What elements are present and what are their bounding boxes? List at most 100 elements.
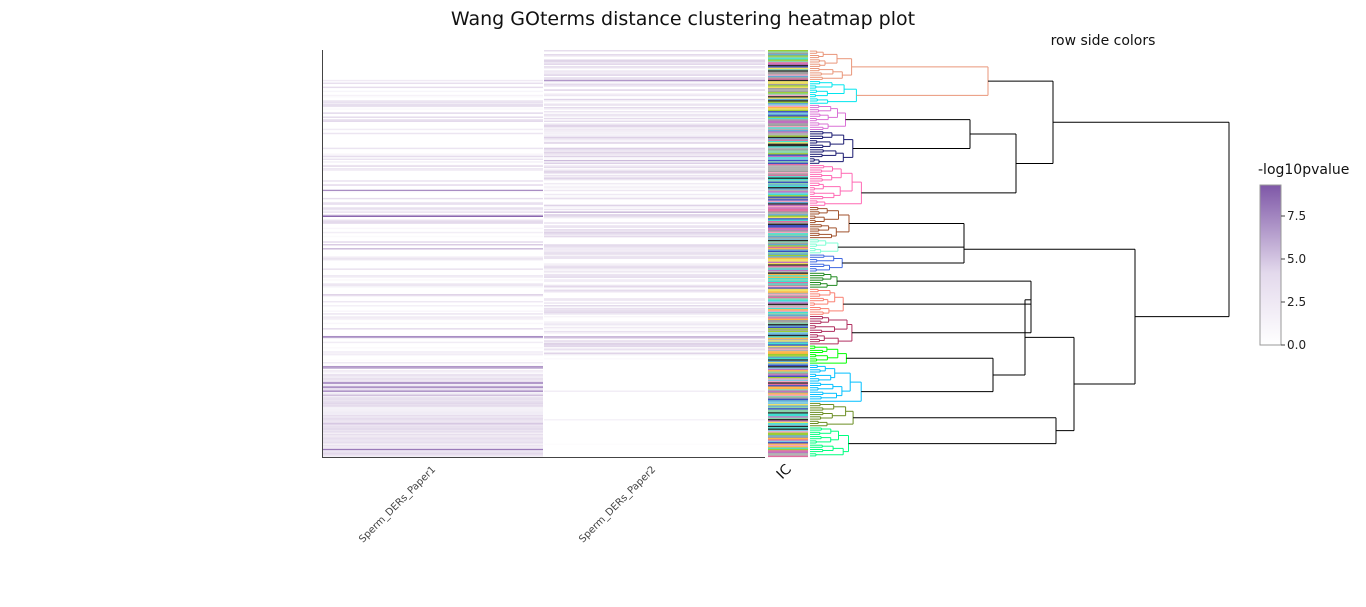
heatmap-cell bbox=[544, 78, 765, 80]
heatmap-cell bbox=[544, 71, 765, 74]
heatmap-cell bbox=[323, 96, 543, 98]
heatmap-cell bbox=[323, 241, 543, 243]
side-color-cell bbox=[768, 271, 808, 273]
side-color-cell bbox=[768, 302, 808, 304]
side-color-cell bbox=[768, 295, 808, 298]
side-color-cell bbox=[768, 96, 808, 98]
heatmap-cell bbox=[323, 397, 543, 399]
heatmap-cell bbox=[323, 398, 543, 401]
heatmap-cell bbox=[323, 401, 543, 403]
side-color-cell bbox=[768, 324, 808, 326]
side-color-cell bbox=[768, 280, 808, 283]
side-color-cell bbox=[768, 111, 808, 113]
side-color-cell bbox=[768, 368, 808, 371]
side-color-cell bbox=[768, 192, 808, 194]
side-color-cell bbox=[768, 317, 808, 319]
side-color-cell bbox=[768, 359, 808, 361]
heatmap-cell bbox=[544, 115, 765, 117]
heatmap-cell bbox=[323, 417, 543, 420]
colorbar-tick-label: 0.0 bbox=[1287, 338, 1306, 352]
colorbar-title: -log10pvalue bbox=[1258, 162, 1349, 178]
side-color-cell bbox=[768, 246, 808, 249]
heatmap-cell bbox=[544, 286, 765, 288]
heatmap-cell bbox=[323, 386, 543, 388]
side-color-cell bbox=[768, 442, 808, 444]
heatmap-cell bbox=[544, 55, 765, 57]
heatmap-cell bbox=[323, 427, 543, 429]
side-color-cell bbox=[768, 258, 808, 261]
heatmap-cell bbox=[544, 341, 765, 344]
side-color-cell bbox=[768, 357, 808, 360]
side-color-cell bbox=[768, 100, 808, 102]
heatmap-cell bbox=[544, 85, 765, 87]
side-color-cell bbox=[768, 404, 808, 406]
heatmap-cell bbox=[544, 322, 765, 325]
side-color-cell bbox=[768, 382, 808, 384]
side-color-cell bbox=[768, 64, 808, 67]
heatmap-cell bbox=[544, 63, 765, 66]
heatmap-cell bbox=[323, 359, 543, 361]
heatmap-cell bbox=[323, 436, 543, 439]
heatmap-cell bbox=[544, 83, 765, 86]
heatmap-cell bbox=[544, 321, 765, 323]
side-color-cell bbox=[768, 374, 808, 376]
heatmap-cell bbox=[544, 182, 765, 185]
side-color-cell bbox=[768, 448, 808, 451]
x-tick-label-paper1: Sperm_DERs_Paper1 bbox=[357, 464, 438, 545]
side-color-cell bbox=[768, 93, 808, 95]
heatmap-cell bbox=[323, 108, 543, 110]
side-color-cell bbox=[768, 210, 808, 212]
heatmap-cell bbox=[323, 154, 543, 156]
heatmap-cell bbox=[323, 215, 543, 217]
side-color-cell bbox=[768, 159, 808, 162]
heatmap-cell bbox=[544, 215, 765, 217]
side-color-cell bbox=[768, 106, 808, 109]
side-color-cell bbox=[768, 86, 808, 89]
side-color-cell bbox=[768, 178, 808, 181]
side-color-cell bbox=[768, 108, 808, 110]
side-color-cell bbox=[768, 94, 808, 97]
side-color-cell bbox=[768, 235, 808, 238]
side-color-cell bbox=[768, 256, 808, 258]
heatmap-cell bbox=[323, 364, 543, 367]
heatmap-cell bbox=[323, 214, 543, 216]
side-color-cell bbox=[768, 273, 808, 276]
heatmap-cell bbox=[323, 203, 543, 205]
heatmap-cell bbox=[544, 155, 765, 158]
side-color-cell bbox=[768, 54, 808, 56]
heatmap-cell bbox=[544, 250, 765, 253]
heatmap-cell bbox=[544, 299, 765, 302]
heatmap-cell bbox=[544, 271, 765, 273]
side-color-cell bbox=[768, 211, 808, 213]
heatmap-cell bbox=[323, 336, 543, 338]
side-color-cell bbox=[768, 370, 808, 372]
heatmap-cell bbox=[323, 419, 543, 421]
heatmap-cell bbox=[323, 120, 543, 123]
side-color-cell bbox=[768, 123, 808, 125]
side-color-cell bbox=[768, 112, 808, 114]
heatmap-cell bbox=[323, 158, 543, 160]
side-color-cell bbox=[768, 208, 808, 211]
heatmap-cell bbox=[323, 210, 543, 212]
heatmap-cell bbox=[544, 60, 765, 63]
heatmap-cell bbox=[323, 370, 543, 372]
heatmap-cell bbox=[544, 104, 765, 106]
heatmap-cell bbox=[544, 244, 765, 246]
side-color-cell bbox=[768, 284, 808, 287]
heatmap-cell bbox=[544, 125, 765, 128]
heatmap-cell bbox=[323, 328, 543, 330]
heatmap-cell bbox=[323, 305, 543, 307]
side-color-cell bbox=[768, 267, 808, 269]
heatmap-cell bbox=[323, 423, 543, 425]
heatmap-cell bbox=[323, 337, 543, 340]
heatmap-cell bbox=[323, 341, 543, 344]
heatmap-cell bbox=[544, 235, 765, 238]
heatmap-cell bbox=[544, 357, 765, 360]
side-color-cell bbox=[768, 310, 808, 312]
heatmap-cell bbox=[544, 291, 765, 293]
side-color-cell bbox=[768, 239, 808, 242]
side-color-cell bbox=[768, 333, 808, 335]
side-color-cell bbox=[768, 440, 808, 443]
heatmap-cell bbox=[544, 131, 765, 133]
heatmap-cell bbox=[544, 185, 765, 188]
